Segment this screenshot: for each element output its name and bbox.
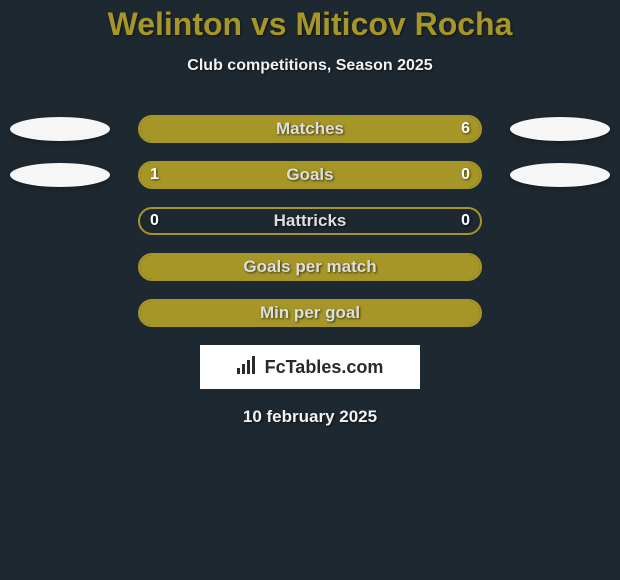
stat-row-hattricks: Hattricks0 0 [0,207,620,235]
stat-row-goals: Goals10 [0,161,620,189]
stat-bar-gpm: Goals per match [138,253,482,281]
stat-row-matches: Matches6 [0,115,620,143]
brand-text: FcTables.com [265,357,384,378]
brand-badge: FcTables.com [200,345,420,389]
stat-value-left: 0 [150,212,159,230]
comparison-infographic: Welinton vs Miticov Rocha Club competiti… [0,0,620,580]
comparison-rows: Matches6 Goals10 Hattricks0 0 Goals per matc… [0,115,620,327]
stat-bar-right-fill [140,117,480,141]
stat-label: Hattricks [140,211,480,231]
subtitle: Club competitions, Season 2025 [0,57,620,75]
stat-bar-left-fill [140,301,480,325]
player-indicator-left [10,163,110,187]
stat-value-right: 0 [461,212,470,230]
player-indicator-left [10,117,110,141]
stat-bar-matches: Matches6 [138,115,482,143]
stat-bar-left-fill [140,163,395,187]
player-indicator-right [510,163,610,187]
player-indicator-right [510,117,610,141]
stat-bar-right-fill [395,163,480,187]
brand-chart-icon [237,356,259,379]
stat-bar-hattricks: Hattricks0 0 [138,207,482,235]
date-line: 10 february 2025 [0,407,620,427]
stat-row-mpg: Min per goal [0,299,620,327]
stat-bar-left-fill [140,255,480,279]
stat-bar-goals: Goals10 [138,161,482,189]
stat-row-gpm: Goals per match [0,253,620,281]
page-title: Welinton vs Miticov Rocha [0,0,620,43]
stat-bar-mpg: Min per goal [138,299,482,327]
